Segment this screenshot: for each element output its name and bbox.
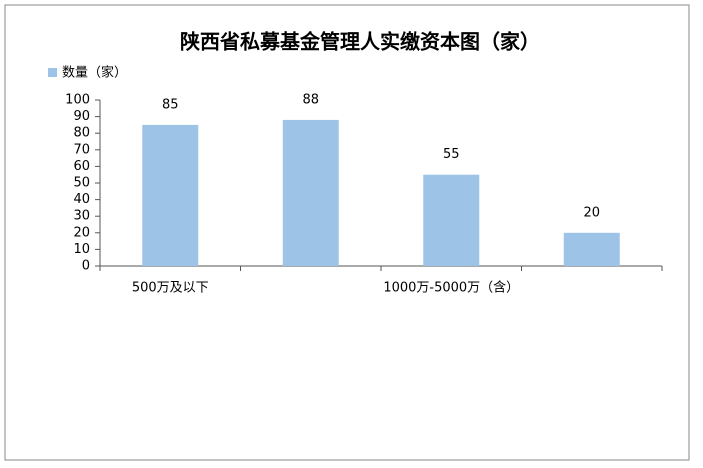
data-label: 20 — [583, 205, 600, 220]
y-tick-label: 0 — [82, 259, 90, 274]
y-tick-label: 10 — [73, 242, 90, 257]
bar — [282, 119, 339, 266]
x-tick-label: 1000万-5000万（含） — [383, 280, 519, 296]
bar — [563, 232, 620, 266]
bar — [423, 174, 480, 266]
data-label: 88 — [302, 92, 319, 107]
y-tick-label: 80 — [73, 126, 90, 141]
y-tick-label: 20 — [73, 225, 90, 240]
y-tick-label: 30 — [73, 209, 90, 224]
y-tick-label: 70 — [73, 142, 90, 157]
legend-label: 数量（家） — [62, 65, 127, 81]
y-tick-label: 50 — [73, 176, 90, 191]
legend-swatch — [48, 68, 57, 77]
bar — [142, 124, 199, 267]
y-tick-label: 60 — [73, 159, 90, 174]
y-tick-label: 40 — [73, 192, 90, 207]
chart-title: 陕西省私募基金管理人实缴资本图（家） — [180, 30, 540, 54]
chart-frame — [4, 4, 690, 461]
x-tick-label: 500万及以下 — [132, 281, 209, 296]
y-tick-label: 90 — [73, 109, 90, 124]
data-label: 85 — [162, 97, 179, 112]
data-label: 55 — [443, 147, 460, 162]
y-tick-label: 100 — [65, 93, 90, 108]
